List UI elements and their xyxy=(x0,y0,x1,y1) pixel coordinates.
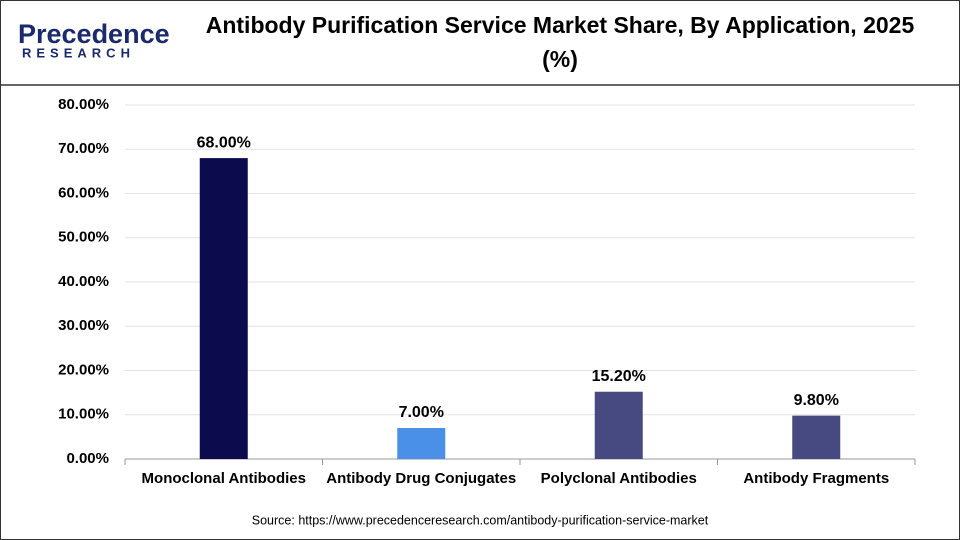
source: Source: https://www.precedenceresearch.c… xyxy=(252,513,709,527)
x-tick-label: Polyclonal Antibodies xyxy=(541,470,697,487)
value-label: 15.20% xyxy=(592,368,646,385)
value-label: 7.00% xyxy=(399,404,444,421)
logo-tagline: RESEARCH xyxy=(22,45,135,60)
y-tick-label: 20.00% xyxy=(58,361,109,378)
y-tick-label: 10.00% xyxy=(58,406,109,423)
y-tick-label: 40.00% xyxy=(58,273,109,290)
bar xyxy=(397,428,446,459)
bar xyxy=(792,415,841,459)
title-box: Antibody Purification Service Market Sha… xyxy=(205,12,915,72)
x-tick-label: Antibody Fragments xyxy=(743,470,889,487)
x-tick-label: Antibody Drug Conjugates xyxy=(326,470,516,487)
y-tick-label: 50.00% xyxy=(58,229,109,246)
bar xyxy=(594,391,643,459)
value-label: 68.00% xyxy=(197,134,251,151)
value-label: 9.80% xyxy=(794,392,839,409)
y-tick-label: 30.00% xyxy=(58,317,109,334)
y-tick-label: 0.00% xyxy=(66,450,109,467)
chart-title: Antibody Purification Service Market Sha… xyxy=(205,12,915,72)
y-tick-label: 80.00% xyxy=(58,96,109,113)
logo-name: Precedence xyxy=(18,19,170,49)
y-tick-label: 60.00% xyxy=(58,184,109,201)
bar xyxy=(199,158,248,459)
x-tick-label: Monoclonal Antibodies xyxy=(142,470,306,487)
y-tick-label: 70.00% xyxy=(58,140,109,157)
